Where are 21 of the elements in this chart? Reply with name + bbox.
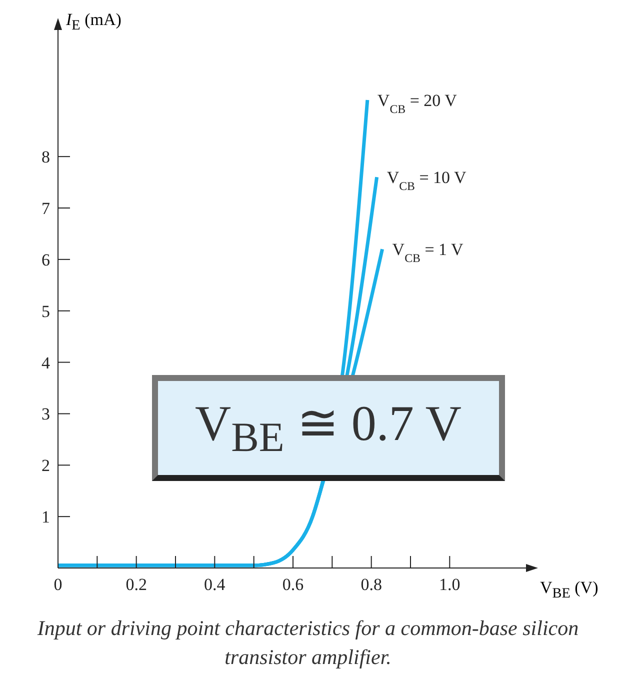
x-tick-label: 0.8 (360, 575, 382, 594)
annotation: V$_{BE}$ ≅ 0.7 V (194, 394, 462, 462)
x-tick-label: 0.2 (126, 575, 147, 594)
y-tick-label: 6 (42, 250, 50, 270)
series-label: V$_{CB}$ = 1 V (392, 240, 464, 266)
y-tick-label: 8 (42, 148, 50, 167)
x-axis-title: V$_{BE}$ (V) (540, 578, 598, 602)
series-label: V$_{CB}$ = 10 V (386, 168, 468, 194)
y-tick-label: 4 (42, 353, 50, 372)
y-tick-label: 7 (42, 199, 50, 218)
x-tick-label: 0.4 (204, 575, 226, 594)
x-tick-label: 0.6 (282, 575, 304, 594)
y-axis-title: I$_{E}$ (mA) (66, 10, 122, 34)
y-tick-label: 5 (42, 302, 50, 321)
x-tick-label: 1.0 (439, 575, 460, 594)
x-tick-label: 0 (54, 575, 62, 594)
text: Input or driving point characteristics for a common-base silicon transistor amplifier. (36, 615, 580, 672)
y-tick-label: 3 (42, 404, 50, 424)
y-tick-label: 1 (42, 508, 50, 527)
series-label: V$_{CB}$ = 20 V (377, 91, 458, 116)
y-tick-label: 2 (42, 456, 50, 476)
